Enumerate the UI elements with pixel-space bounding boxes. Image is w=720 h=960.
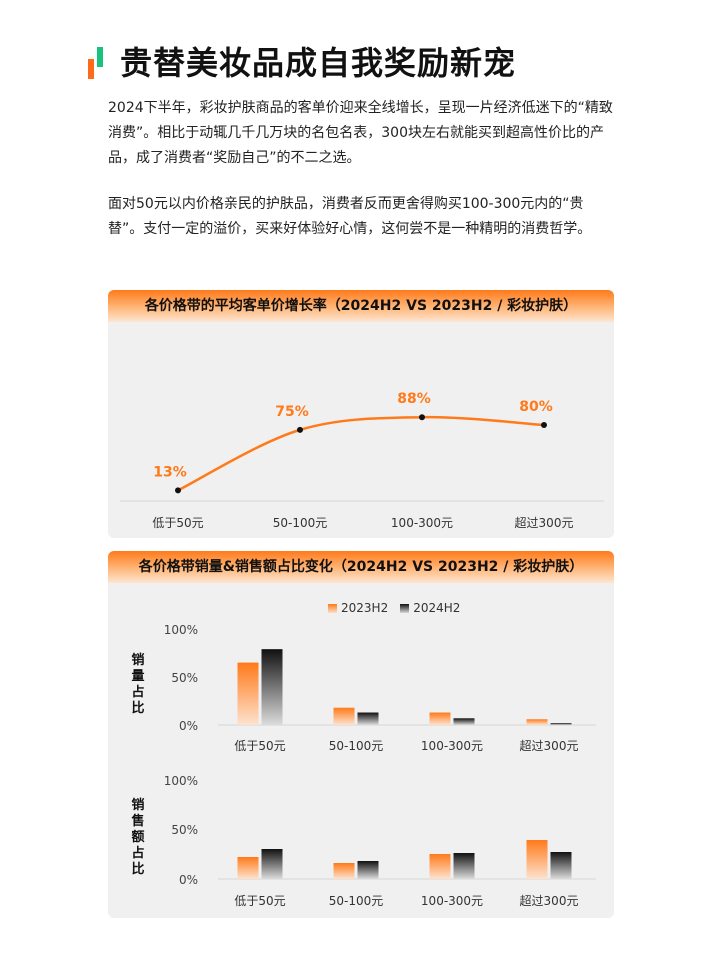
bar-chart-1-x-tick-1: 低于50元 — [234, 739, 285, 753]
bar-chart-2-x-tick-1: 低于50元 — [234, 894, 285, 908]
bar-chart-1-y-tick-1: 100% — [164, 623, 198, 637]
bar-chart-1-bar-2024H2-4 — [550, 723, 572, 725]
growth-chart-title: 各价格带的平均客单价增长率（2024H2 VS 2023H2 / 彩妆护肤） — [108, 290, 614, 322]
bar-chart-1-bar-2024H2-3 — [453, 718, 475, 725]
bar-chart-1-x-tick-2: 50-100元 — [329, 739, 384, 753]
bar-chart-2-bar-2024H2-2 — [357, 861, 379, 879]
sales-axis-label: 销售额占比 — [131, 798, 145, 877]
share-chart-title: 各价格带销量&销售额占比变化（2024H2 VS 2023H2 / 彩妆护肤） — [108, 551, 614, 583]
legend-label-2023: 2023H2 — [341, 601, 389, 615]
legend-item-2023: 2023H2 — [328, 601, 388, 615]
bar-chart-1-bar-2024H2-2 — [357, 712, 379, 725]
growth-data-label-4: 80% — [519, 399, 553, 415]
line-x-tick-4: 超过300元 — [515, 515, 574, 530]
bar-chart-1-bar-2023H2-4 — [526, 719, 548, 725]
bar-chart-1-x-tick-4: 超过300元 — [520, 738, 579, 753]
page-title: 贵替美妆品成自我奖励新宠 — [120, 44, 517, 82]
volume-axis-label: 销量占比 — [131, 653, 145, 716]
growth-data-label-1: 13% — [153, 464, 187, 480]
line-x-tick-1: 低于50元 — [152, 516, 203, 530]
legend-swatch-2024 — [400, 603, 410, 613]
bar-chart-2-bar-2024H2-3 — [453, 853, 475, 879]
bar-chart-2-bar-2024H2-1 — [261, 849, 283, 879]
bar-chart-1-bar-2023H2-2 — [333, 707, 355, 725]
growth-point-4 — [541, 422, 547, 428]
line-x-tick-2: 50-100元 — [273, 516, 328, 530]
bar-chart-2-y-tick-2: 50% — [171, 823, 198, 837]
growth-point-3 — [419, 414, 425, 421]
bar-chart-2-bar-2024H2-4 — [550, 852, 572, 879]
paragraph-1: 2024下半年，彩妆护肤商品的客单价迎来全线增长，呈现一片经济低迷下的“精致消费… — [108, 100, 613, 166]
bar-chart-1-x-tick-3: 100-300元 — [421, 739, 483, 753]
bar-chart-1-bar-2023H2-3 — [429, 712, 451, 725]
bar-chart-2-x-tick-4: 超过300元 — [520, 893, 579, 908]
title-accent-icon — [88, 43, 110, 79]
title-row: 贵替美妆品成自我奖励新宠 — [88, 38, 516, 84]
legend-item-2024: 2024H2 — [400, 601, 460, 615]
bar-chart-2-y-tick-3: 0% — [179, 873, 198, 887]
bar-chart-2-x-tick-2: 50-100元 — [329, 894, 384, 908]
bar-chart-2-bar-2023H2-4 — [526, 840, 548, 879]
green-bar-icon — [97, 47, 103, 67]
bar-chart-2-bar-2023H2-1 — [237, 857, 259, 879]
bar-chart-2-bar-2023H2-3 — [429, 854, 451, 879]
growth-point-2 — [297, 426, 303, 433]
growth-line-chart: 13% 低于50元 75% 50-100元 88% 100-300元 80% 超过300元 — [120, 391, 604, 530]
legend-label-2024: 2024H2 — [413, 601, 461, 615]
bar-chart-1-y-tick-3: 0% — [179, 719, 198, 733]
bar-chart-2-y-tick-1: 100% — [164, 774, 198, 788]
orange-bar-icon — [88, 59, 94, 79]
legend-swatch-2023 — [328, 603, 337, 613]
growth-point-1 — [175, 487, 181, 494]
bar-chart-1-y-tick-2: 50% — [171, 671, 198, 685]
growth-data-label-3: 88% — [397, 391, 431, 407]
bar-chart-2-x-tick-3: 100-300元 — [421, 894, 483, 908]
bar-chart-1-bar-2023H2-1 — [237, 662, 259, 725]
share-chart-legend: 2023H2 2024H2 — [328, 601, 460, 615]
growth-chart-panel: 各价格带的平均客单价增长率（2024H2 VS 2023H2 / 彩妆护肤） 1… — [108, 290, 614, 538]
bar-chart-2-bar-2023H2-2 — [333, 863, 355, 879]
growth-data-label-2: 75% — [275, 404, 309, 420]
paragraph-2: 面对50元以内价格亲民的护肤品，消费者反而更舍得购买100-300元内的“贵替”… — [108, 196, 592, 237]
growth-series-line — [177, 415, 545, 492]
share-bar-charts: 100%50%0%低于50元 50-100元 100-300元 超过300元100%5… — [164, 623, 596, 908]
bar-chart-1-bar-2024H2-1 — [261, 649, 283, 725]
line-x-tick-3: 100-300元 — [391, 516, 453, 530]
share-chart-panel: 各价格带销量&销售额占比变化（2024H2 VS 2023H2 / 彩妆护肤） … — [108, 551, 614, 918]
